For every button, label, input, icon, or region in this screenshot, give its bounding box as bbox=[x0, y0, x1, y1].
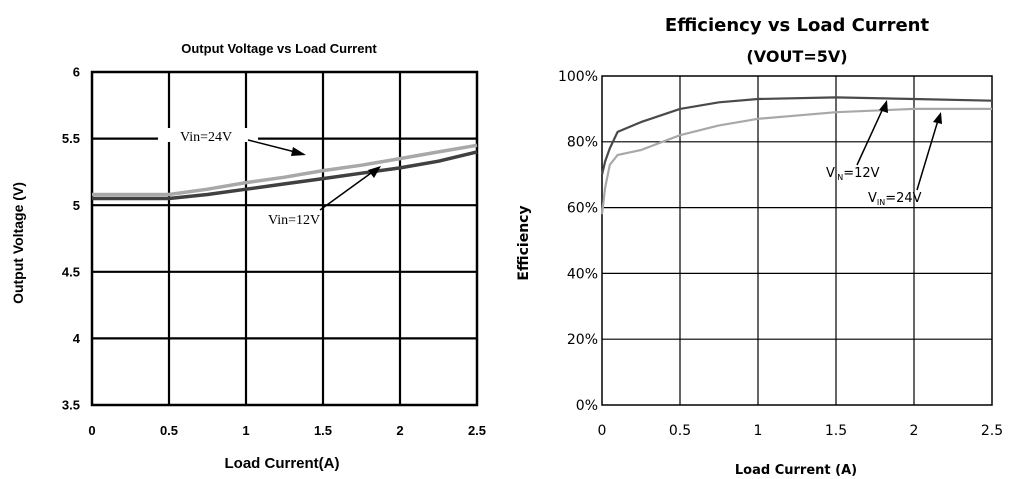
x-tick-label: 1.5 bbox=[314, 423, 332, 438]
y-tick-label: 4.5 bbox=[62, 264, 80, 279]
y-axis-label: Efficiency bbox=[516, 205, 532, 280]
y-tick-label: 80% bbox=[567, 135, 598, 151]
series-line-vin-12v bbox=[92, 150, 478, 201]
arrow-head bbox=[291, 147, 306, 156]
annotation-vin-24v: Vin=24V bbox=[180, 130, 232, 145]
annotation-vin-24v: VIN=24V bbox=[868, 191, 922, 207]
y-tick-label: 4 bbox=[73, 331, 81, 346]
plot-frame bbox=[90, 70, 479, 407]
annotation-arrow-12v bbox=[319, 167, 379, 211]
x-axis-label: Load Current(A) bbox=[225, 455, 340, 472]
tick-labels: 0 0.5 1 1.5 2 2.5 0% 20% 40% 60% 80% 100% bbox=[558, 69, 1003, 439]
x-tick-label: 2.5 bbox=[981, 423, 1003, 439]
x-tick-label: 2 bbox=[910, 423, 919, 439]
output-voltage-chart: Output Voltage vs Load Current Output Vo… bbox=[10, 41, 486, 472]
y-tick-label: 3.5 bbox=[62, 398, 80, 413]
y-tick-label: 40% bbox=[567, 266, 598, 282]
tick-labels: 0 0.5 1 1.5 2 2.5 3.5 4 4.5 5 5.5 6 bbox=[62, 65, 486, 438]
y-tick-label: 5 bbox=[73, 198, 80, 213]
plot-frame bbox=[601, 75, 993, 406]
annotation-prefix: V bbox=[868, 191, 877, 206]
y-tick-label: 0% bbox=[576, 398, 598, 414]
x-tick-label: 0.5 bbox=[160, 423, 178, 438]
annotation-background bbox=[158, 128, 258, 142]
x-tick-label: 2.5 bbox=[468, 423, 486, 438]
y-tick-label: 20% bbox=[567, 332, 598, 348]
annotation-vin-12v: VIN=12V bbox=[826, 166, 880, 182]
x-tick-label: 0 bbox=[598, 423, 607, 439]
x-tick-label: 2 bbox=[396, 423, 403, 438]
x-tick-label: 0.5 bbox=[669, 423, 691, 439]
annotation-subscript: IN bbox=[835, 173, 843, 182]
x-tick-label: 1.5 bbox=[825, 423, 847, 439]
series-lines bbox=[600, 96, 993, 215]
grid bbox=[90, 70, 479, 407]
arrow-head bbox=[368, 166, 381, 178]
x-axis-label: Load Current (A) bbox=[735, 463, 857, 478]
annotation-suffix: =24V bbox=[885, 191, 921, 206]
x-tick-label: 1 bbox=[754, 423, 763, 439]
arrow-head bbox=[933, 112, 942, 124]
x-tick-label: 1 bbox=[242, 423, 249, 438]
y-tick-label: 5.5 bbox=[62, 131, 80, 146]
annotation-suffix: =12V bbox=[843, 166, 879, 181]
annotation-subscript: IN bbox=[877, 198, 885, 207]
series-line-vin-12v bbox=[600, 96, 993, 175]
y-tick-label: 100% bbox=[558, 69, 598, 85]
series-line-vin-24v bbox=[92, 143, 478, 197]
grid bbox=[601, 75, 993, 406]
y-tick-label: 60% bbox=[567, 201, 598, 217]
y-axis-label: Output Voltage (V) bbox=[10, 182, 26, 304]
chart-title: Efficiency vs Load Current bbox=[665, 15, 930, 36]
x-tick-label: 0 bbox=[88, 423, 95, 438]
annotation-vin-12v: Vin=12V bbox=[268, 213, 320, 228]
arrow-head bbox=[879, 100, 888, 113]
annotation-arrow-12v bbox=[856, 103, 886, 166]
series-lines bbox=[92, 143, 478, 201]
series-line-vin-24v bbox=[600, 107, 992, 215]
efficiency-chart: Efficiency vs Load Current (VOUT=5V) Eff… bbox=[516, 15, 1003, 478]
annotation-prefix: V bbox=[826, 166, 835, 181]
chart-subtitle: (VOUT=5V) bbox=[746, 47, 847, 66]
chart-title: Output Voltage vs Load Current bbox=[181, 41, 377, 56]
annotation-arrow-24v bbox=[916, 116, 940, 191]
y-tick-label: 6 bbox=[73, 65, 80, 80]
